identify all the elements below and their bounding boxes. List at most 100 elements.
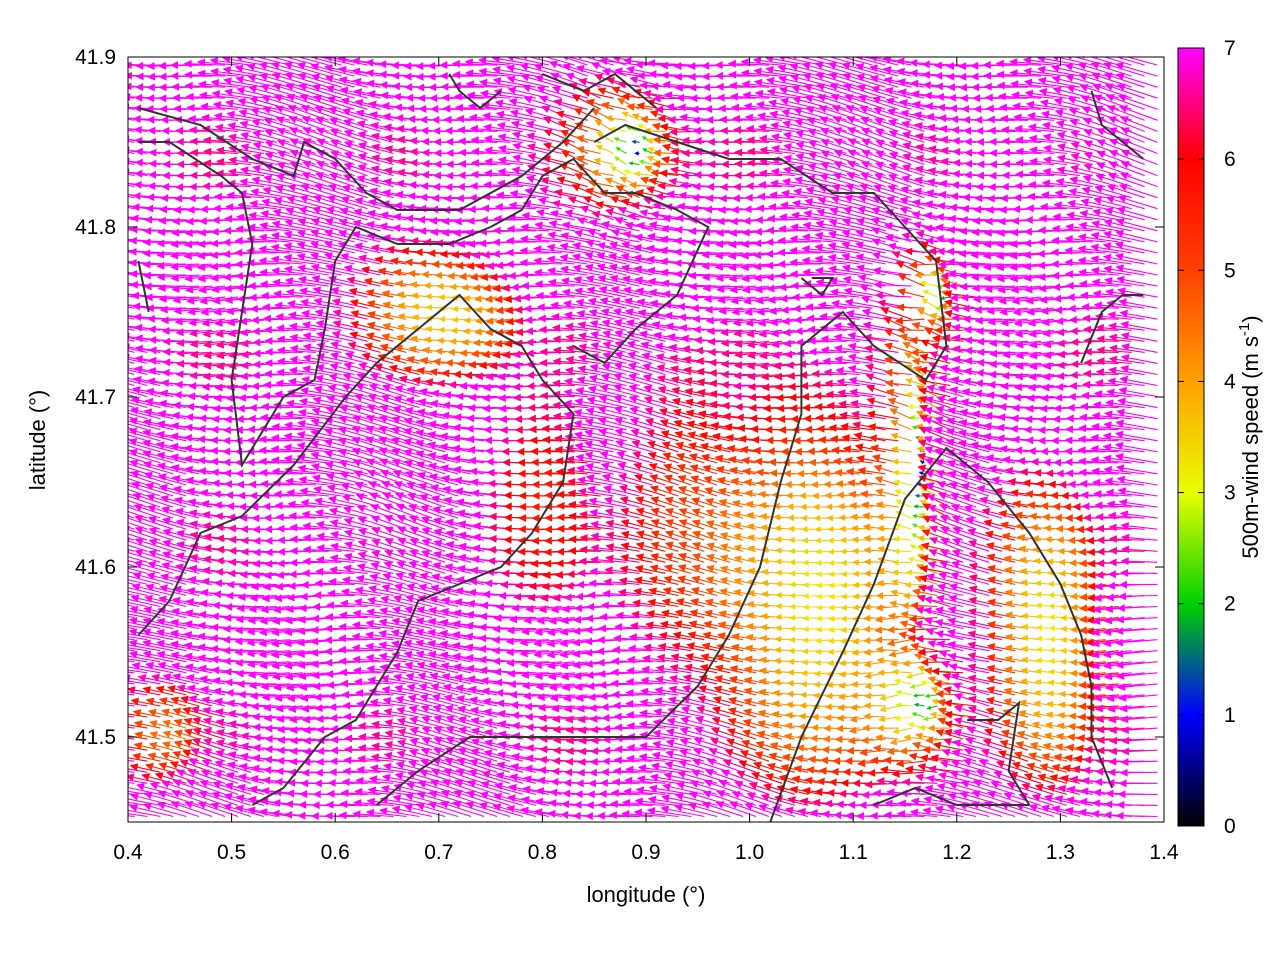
wind-arrow-18-24 (329, 542, 368, 552)
wind-arrow-19-44 (350, 320, 381, 331)
wind-arrow-5-7 (173, 729, 200, 740)
wind-arrow-18-58 (329, 161, 368, 177)
wind-arrow-8-1 (198, 790, 239, 806)
wind-arrow-19-23 (343, 552, 381, 563)
wind-arrow-5-1 (157, 790, 200, 806)
wind-arrow-1-16 (128, 636, 148, 641)
wind-arrow-11-67 (234, 64, 278, 77)
wind-arrow-15-47 (285, 288, 329, 298)
wind-arrow-15-68 (288, 57, 329, 66)
wind-arrow-15-37 (285, 399, 329, 409)
wind-arrow-15-51 (283, 242, 329, 254)
wind-arrow-12-53 (247, 223, 290, 232)
wind-arrow-20-18 (352, 609, 394, 619)
wind-arrow-16-47 (298, 287, 342, 298)
wind-arrow-3-6 (148, 741, 174, 751)
wind-arrow-2-33 (128, 441, 161, 453)
wind-arrow-5-33 (155, 441, 200, 453)
wind-arrow-6-7 (183, 728, 213, 740)
wind-arrow-18-41 (329, 352, 368, 364)
wind-arrow-13-10 (262, 703, 303, 712)
wind-arrow-16-53 (297, 218, 342, 232)
wind-arrow-4-14 (142, 650, 187, 663)
wind-arrow-1-5 (128, 757, 148, 762)
wind-arrow-13-68 (262, 57, 303, 66)
wind-arrow-14-52 (270, 232, 316, 243)
wind-arrow-1-13 (128, 669, 148, 674)
wind-arrow-3-14 (128, 650, 174, 663)
wind-arrow-0-38 (128, 394, 135, 398)
wind-arrow-13-46 (261, 303, 303, 312)
wind-arrow-14-53 (271, 220, 316, 232)
wind-arrow-11-54 (236, 213, 277, 222)
wind-arrow-6-6 (183, 739, 213, 751)
wind-arrow-12-31 (247, 469, 290, 478)
wind-arrow-4-52 (142, 238, 187, 247)
wind-arrow-19-26 (343, 517, 381, 530)
wind-arrow-6-10 (179, 695, 213, 707)
wind-arrow-12-37 (248, 403, 290, 412)
wind-arrow-15-67 (283, 61, 329, 77)
wind-arrow-7-3 (187, 768, 226, 784)
wind-arrow-1-32 (128, 456, 148, 464)
wind-arrow-13-38 (261, 391, 303, 400)
wind-arrow-5-16 (156, 628, 200, 641)
wind-arrow-3-33 (128, 438, 174, 453)
wind-arrow-2-34 (128, 431, 161, 442)
wind-arrow-1-39 (128, 380, 148, 387)
wind-arrow-19-22 (342, 564, 381, 574)
wind-arrow-16-29 (299, 487, 342, 497)
wind-arrow-12-19 (248, 605, 290, 614)
wind-arrow-18-43 (331, 330, 368, 342)
wind-arrow-16-28 (300, 498, 342, 508)
wind-arrow-7-0 (184, 801, 226, 818)
wind-arrow-19-45 (350, 310, 381, 320)
wind-arrow-14-38 (274, 390, 316, 399)
wind-arrow-17-26 (315, 520, 355, 530)
wind-arrow-1-46 (128, 304, 148, 309)
wind-arrow-14-36 (272, 412, 316, 421)
wind-arrow-12-20 (249, 593, 290, 602)
wind-arrow-2-31 (128, 463, 161, 475)
wind-arrow-14-13 (271, 672, 316, 681)
wind-arrow-18-16 (323, 636, 368, 644)
wind-arrow-9-68 (209, 57, 252, 66)
wind-arrow-17-64 (313, 94, 355, 110)
wind-arrow-15-65 (285, 83, 329, 99)
wind-arrow-2-6 (133, 742, 161, 751)
wind-arrow-2-29 (128, 484, 161, 497)
wind-arrow-11-50 (234, 260, 277, 269)
wind-arrow-19-67 (338, 65, 381, 77)
wind-arrow-15-45 (287, 311, 329, 320)
wind-arrow-11-17 (234, 626, 277, 635)
wind-arrow-4-33 (142, 439, 187, 453)
wind-arrow-4-5 (160, 751, 187, 762)
wind-arrow-19-16 (337, 634, 381, 643)
wind-arrow-13-45 (262, 314, 303, 323)
wind-vectors (128, 57, 1158, 820)
wind-arrow-0-6 (128, 748, 135, 751)
wind-arrow-19-25 (343, 529, 381, 541)
wind-arrow-1-35 (128, 423, 148, 431)
wind-arrow-18-60 (330, 139, 368, 155)
wind-arrow-6-51 (169, 251, 213, 260)
wind-arrow-1-0 (128, 813, 148, 818)
wind-arrow-13-36 (259, 413, 303, 422)
wind-arrow-3-30 (130, 470, 174, 486)
wind-arrow-4-1 (143, 791, 187, 806)
wind-arrow-14-67 (270, 61, 316, 77)
wind-arrow-4-49 (142, 271, 187, 280)
wind-arrow-12-47 (248, 293, 290, 302)
wind-arrow-7-67 (183, 70, 226, 79)
wind-arrow-18-26 (329, 519, 368, 530)
wind-arrow-16-45 (301, 309, 342, 320)
wind-arrow-16-36 (297, 408, 342, 420)
wind-arrow-3-9 (147, 708, 174, 718)
wind-arrow-5-49 (156, 272, 200, 281)
wind-arrow-20-17 (351, 621, 394, 630)
wind-arrow-14-51 (270, 243, 316, 254)
wind-arrow-5-0 (156, 801, 200, 818)
wind-arrow-15-11 (286, 694, 329, 703)
wind-arrow-18-51 (323, 240, 368, 254)
wind-arrow-1-34 (128, 434, 148, 442)
